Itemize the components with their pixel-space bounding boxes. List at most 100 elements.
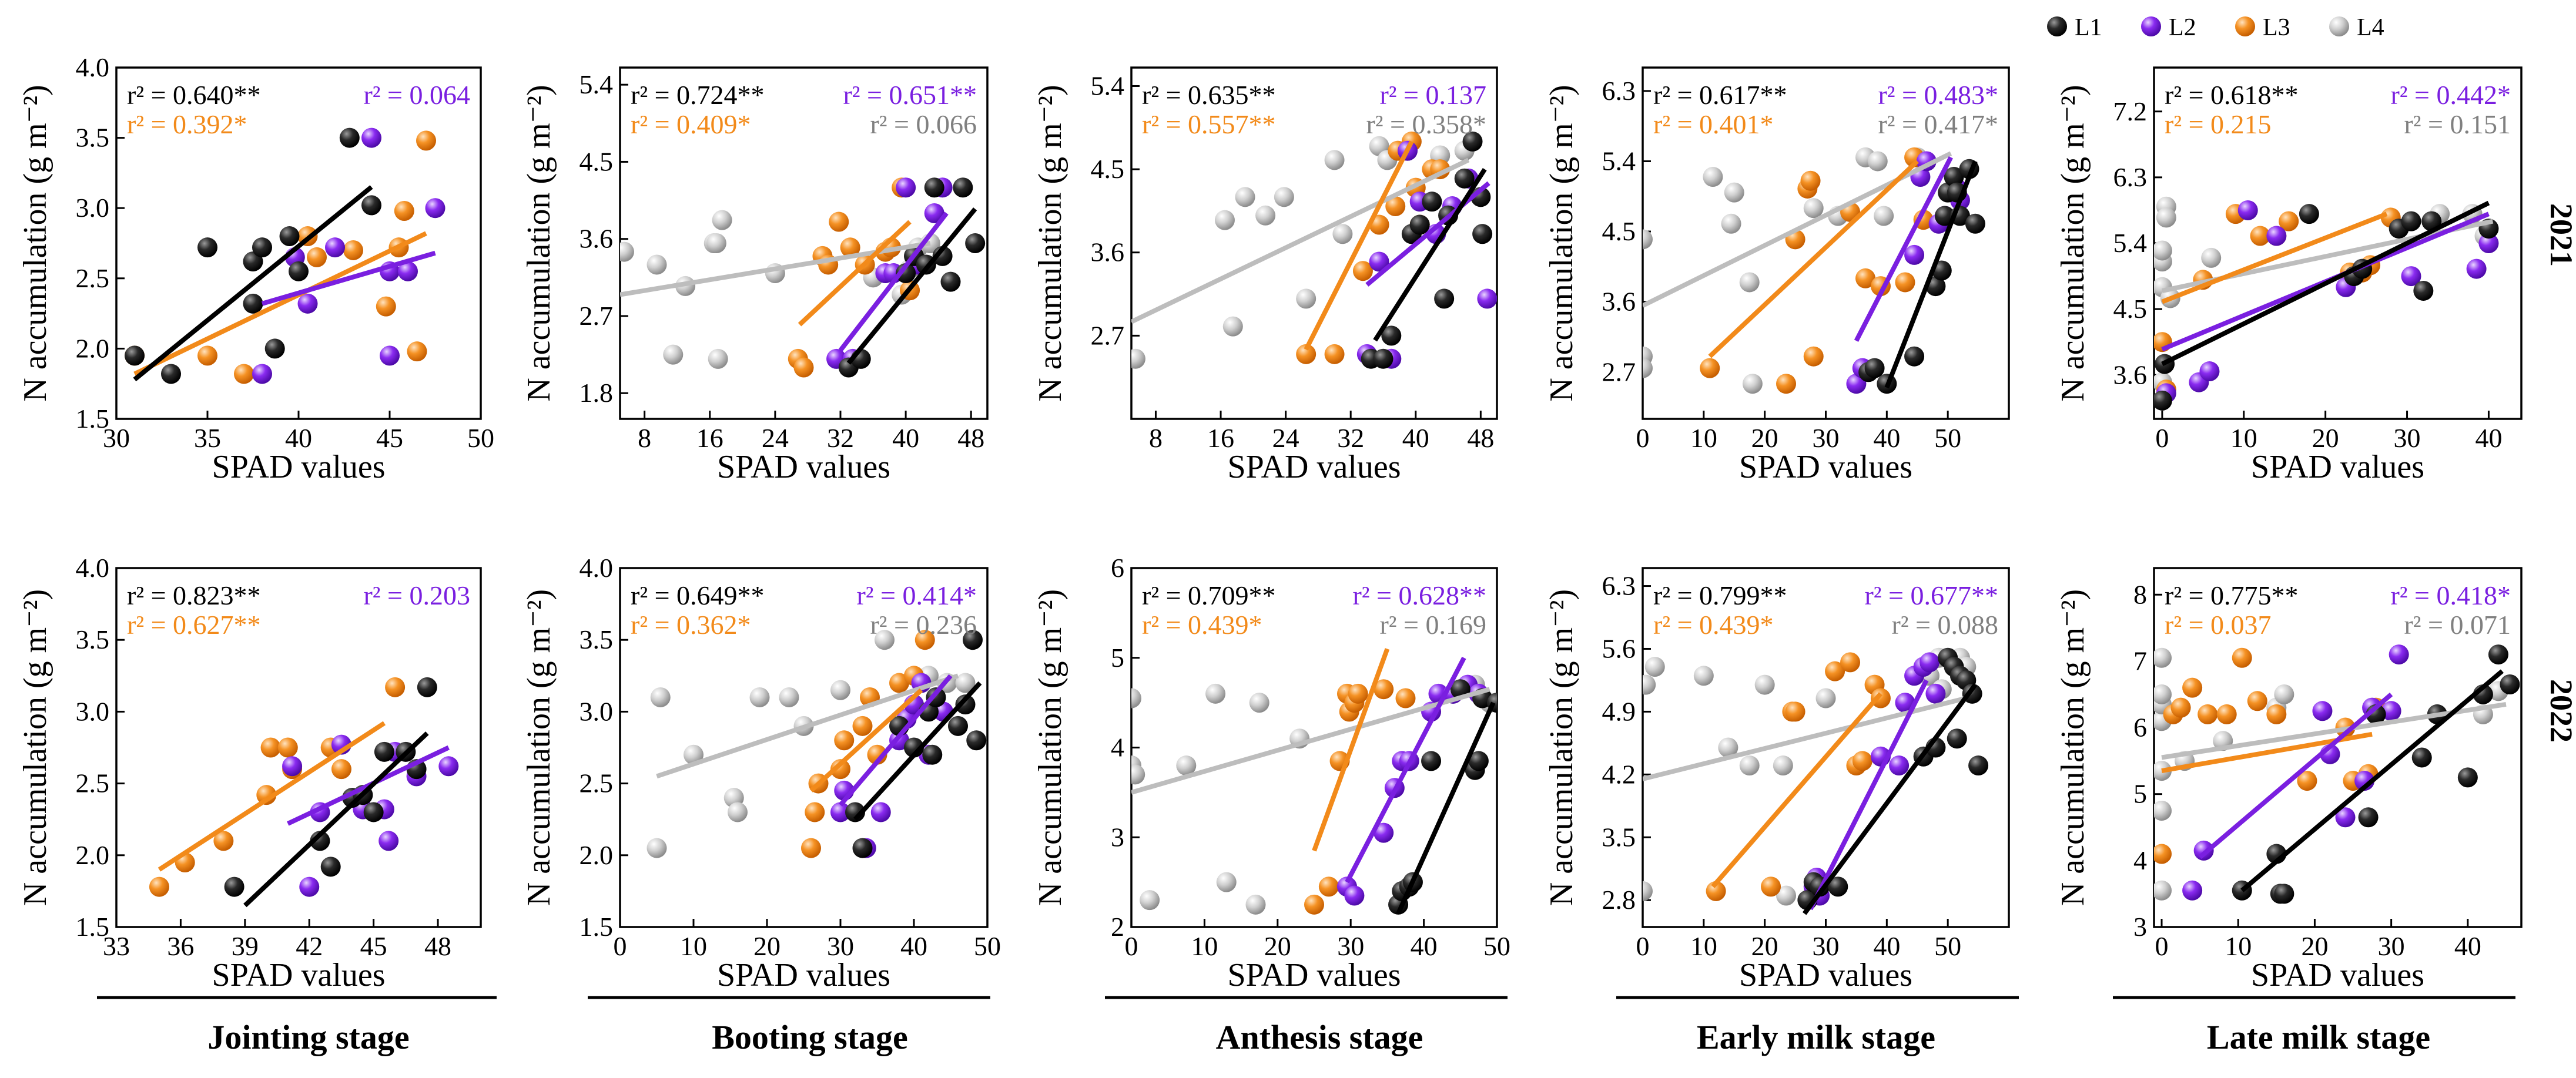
data-point-l4 bbox=[708, 348, 728, 369]
x-tick-label: 36 bbox=[167, 931, 194, 961]
data-point-l4 bbox=[1742, 374, 1763, 394]
fit-line-l3 bbox=[1711, 692, 1882, 888]
data-point-l4 bbox=[1693, 666, 1714, 686]
r2-label-l1: r² = 0.635** bbox=[1142, 80, 1276, 110]
x-tick-label: 40 bbox=[2475, 423, 2502, 453]
data-point-l4 bbox=[1131, 688, 1141, 708]
panel-2021-anthesis-stage: 8 16 24 32 40 48 2.7 3.6 4.5 5.4 SPAD values N accu… bbox=[1032, 66, 1498, 485]
data-point-l4 bbox=[749, 687, 770, 707]
x-axis-label: SPAD values bbox=[1739, 957, 1912, 993]
fit-line-l2 bbox=[1808, 679, 1929, 911]
data-point-l4 bbox=[1332, 224, 1353, 244]
data-point-l3 bbox=[2216, 704, 2237, 724]
data-point-l1 bbox=[922, 744, 943, 765]
data-point-l1 bbox=[2488, 644, 2508, 665]
r2-label-l4: r² = 0.417* bbox=[1878, 109, 1998, 139]
data-point-l3 bbox=[2232, 647, 2252, 668]
y-axis-label: N accumulation (g m⁻²) bbox=[1543, 589, 1580, 906]
data-point-l3 bbox=[915, 630, 935, 650]
r2-label-l2: r² = 0.483* bbox=[1878, 80, 1998, 110]
y-axis-label: N accumulation (g m⁻²) bbox=[1543, 85, 1580, 401]
data-point-l3 bbox=[1785, 701, 1805, 722]
data-point-l4 bbox=[2154, 240, 2172, 261]
data-point-l4 bbox=[706, 233, 726, 253]
data-point-l3 bbox=[1840, 652, 1861, 673]
y-tick-label: 4.0 bbox=[579, 553, 614, 583]
data-point-l1 bbox=[361, 195, 381, 216]
x-tick-label: 40 bbox=[285, 423, 312, 453]
data-point-l4 bbox=[2274, 684, 2294, 704]
r2-label-l4: r² = 0.169 bbox=[1379, 610, 1486, 640]
panel-2021-late-milk-stage: 0 10 20 30 40 3.6 4.5 5.4 6.3 7.2 SPAD values N acc… bbox=[2055, 66, 2523, 485]
r2-label-l3: r² = 0.362* bbox=[631, 610, 751, 640]
data-point-l1 bbox=[932, 246, 953, 266]
data-point-l2 bbox=[299, 876, 320, 897]
data-point-l2 bbox=[2478, 233, 2499, 253]
x-tick-label: 20 bbox=[2312, 423, 2339, 453]
data-point-l2 bbox=[1925, 683, 1946, 704]
data-point-l1 bbox=[264, 338, 285, 359]
r2-label-l4: r² = 0.236 bbox=[870, 610, 977, 640]
x-tick-label: 30 bbox=[103, 423, 130, 453]
r2-label-l1: r² = 0.724** bbox=[631, 80, 765, 110]
x-tick-label: 48 bbox=[424, 931, 451, 961]
data-point-l1 bbox=[2413, 280, 2434, 301]
data-point-l4 bbox=[1874, 206, 1894, 226]
x-tick-label: 10 bbox=[680, 931, 707, 961]
data-point-l1 bbox=[279, 226, 300, 247]
y-tick-label: 2.7 bbox=[1602, 357, 1636, 387]
x-tick-label: 30 bbox=[1337, 931, 1364, 961]
data-point-l1 bbox=[1472, 224, 1493, 244]
y-axis-label: N accumulation (g m⁻²) bbox=[17, 589, 53, 906]
y-axis-label: N accumulation (g m⁻²) bbox=[1032, 589, 1068, 906]
r2-label-l3: r² = 0.627** bbox=[127, 610, 261, 640]
data-point-l2 bbox=[380, 345, 400, 366]
data-point-l1 bbox=[363, 802, 384, 822]
data-point-l3 bbox=[1374, 679, 1394, 700]
data-point-l2 bbox=[1344, 885, 1365, 906]
year-label-2021: 2021 bbox=[2544, 203, 2576, 267]
data-point-l3 bbox=[1870, 688, 1891, 708]
y-tick-label: 3.0 bbox=[579, 696, 614, 726]
y-tick-label: 4.0 bbox=[76, 553, 110, 583]
x-tick-label: 35 bbox=[194, 423, 221, 453]
data-point-l3 bbox=[1348, 683, 1368, 704]
fit-line-l3 bbox=[2161, 211, 2388, 304]
fit-line-l1 bbox=[853, 681, 982, 821]
data-point-l1 bbox=[948, 716, 968, 736]
data-point-l4 bbox=[2154, 647, 2172, 668]
y-tick-label: 4.5 bbox=[579, 146, 614, 176]
x-tick-label: 20 bbox=[2301, 931, 2328, 961]
data-point-l2 bbox=[2381, 701, 2401, 721]
data-point-l1 bbox=[1462, 131, 1483, 152]
fit-line-l1 bbox=[1373, 167, 1487, 342]
y-tick-label: 3.6 bbox=[1091, 237, 1125, 267]
data-point-l4 bbox=[1643, 358, 1653, 378]
y-tick-label: 7.2 bbox=[2113, 96, 2148, 126]
y-tick-label: 4 bbox=[1111, 733, 1124, 763]
data-point-l4 bbox=[684, 744, 704, 765]
x-tick-label: 45 bbox=[376, 423, 403, 453]
data-point-l1 bbox=[224, 876, 244, 897]
y-tick-label: 5.4 bbox=[1091, 70, 1125, 100]
data-point-l1 bbox=[2401, 211, 2421, 231]
data-point-l2 bbox=[361, 127, 381, 148]
x-tick-label: 10 bbox=[2230, 423, 2257, 453]
x-tick-label: 50 bbox=[1483, 931, 1510, 961]
data-point-l2 bbox=[252, 364, 272, 384]
y-tick-label: 5 bbox=[1111, 643, 1124, 673]
data-point-l4 bbox=[1245, 894, 1266, 915]
fit-line-l3 bbox=[1312, 648, 1390, 852]
data-point-l1 bbox=[924, 177, 944, 198]
x-tick-label: 30 bbox=[2378, 931, 2405, 961]
x-tick-label: 20 bbox=[1751, 423, 1778, 453]
data-point-l4 bbox=[1721, 213, 1741, 234]
x-tick-label: 40 bbox=[892, 423, 919, 453]
data-point-l3 bbox=[830, 759, 850, 780]
data-point-l2 bbox=[924, 203, 944, 223]
data-point-l2 bbox=[2389, 644, 2409, 665]
fit-line-l1 bbox=[1396, 701, 1496, 915]
r2-label-l2: r² = 0.137 bbox=[1379, 80, 1486, 110]
r2-label-l2: r² = 0.203 bbox=[363, 580, 470, 610]
data-point-l4 bbox=[1703, 167, 1723, 187]
